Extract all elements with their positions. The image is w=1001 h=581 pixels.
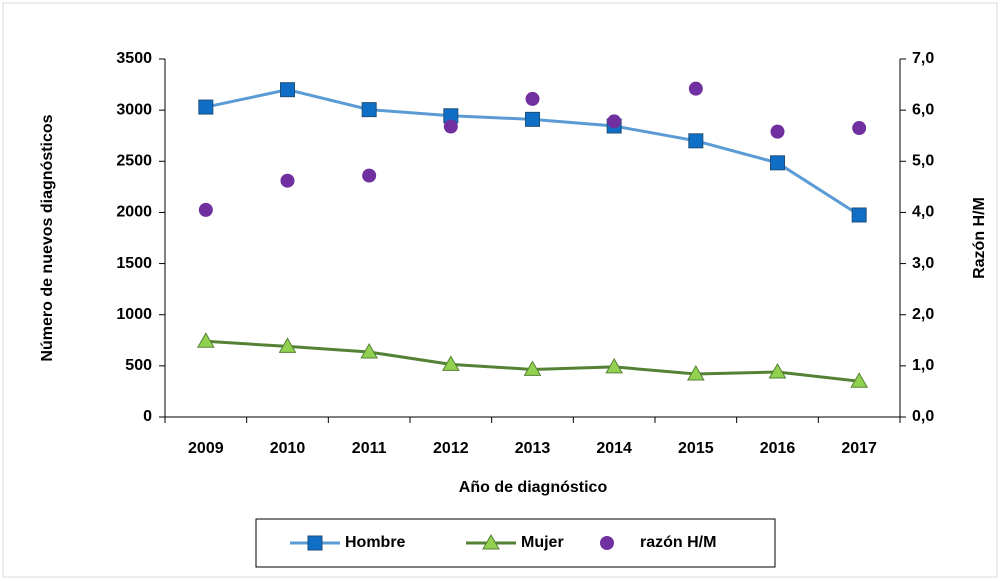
legend-label: Hombre [345, 534, 406, 551]
y-tick-label: 500 [125, 357, 152, 374]
data-point [441, 355, 460, 371]
x-tick-label: 2012 [433, 440, 469, 457]
y-tick-label: 0 [143, 408, 152, 425]
x-axis-title: Año de diagnóstico [459, 479, 608, 496]
data-point [196, 332, 215, 348]
data-point [525, 111, 540, 127]
data-point [523, 360, 542, 376]
y2-tick-label: 6,0 [912, 101, 934, 118]
data-point [605, 357, 624, 374]
legend-marker [482, 533, 500, 550]
data-point [607, 114, 622, 129]
data-point [688, 133, 704, 149]
y2-tick-label: 7,0 [912, 50, 934, 67]
x-tick-label: 2016 [760, 440, 796, 457]
data-point [278, 337, 297, 353]
data-point [686, 365, 705, 381]
legend-marker [600, 536, 614, 550]
data-point [770, 124, 785, 139]
x-tick-label: 2015 [678, 440, 714, 457]
x-tick-label: 2017 [841, 440, 877, 457]
data-point [280, 82, 295, 98]
data-point [443, 119, 458, 134]
x-tick-label: 2009 [188, 440, 224, 457]
data-point [198, 99, 214, 115]
data-point [852, 121, 867, 136]
y-tick-label: 2000 [116, 204, 152, 221]
x-tick-label: 2011 [352, 440, 387, 457]
x-tick-label: 2014 [596, 440, 632, 457]
y2-tick-label: 3,0 [912, 255, 934, 272]
y2-axis-title: Razón H/M [971, 197, 988, 279]
data-point [768, 362, 787, 379]
data-point [198, 202, 213, 217]
legend-label: Mujer [521, 534, 564, 551]
x-tick-label: 2010 [270, 440, 306, 457]
data-point [362, 168, 377, 183]
y-tick-label: 3500 [116, 50, 152, 67]
legend-marker [307, 535, 323, 551]
y-tick-label: 2500 [116, 153, 152, 170]
data-point [280, 173, 295, 188]
y2-tick-label: 5,0 [912, 153, 934, 170]
data-point [850, 372, 869, 388]
y2-tick-label: 0,0 [912, 408, 934, 425]
data-point [525, 91, 540, 106]
data-point [770, 155, 785, 171]
legend-label: razón H/M [640, 534, 716, 551]
y-tick-label: 3000 [116, 101, 152, 118]
y-axis-title: Número de nuevos diagnósticos [39, 114, 56, 361]
data-point [851, 207, 867, 223]
x-tick-label: 2013 [515, 440, 551, 457]
y2-tick-label: 1,0 [912, 357, 934, 374]
data-point [360, 343, 379, 359]
y2-tick-label: 2,0 [912, 306, 934, 323]
y-tick-label: 1000 [116, 306, 152, 323]
y2-tick-label: 4,0 [912, 204, 934, 221]
data-point [361, 102, 377, 118]
data-point [688, 81, 703, 96]
y-tick-label: 1500 [116, 255, 152, 272]
